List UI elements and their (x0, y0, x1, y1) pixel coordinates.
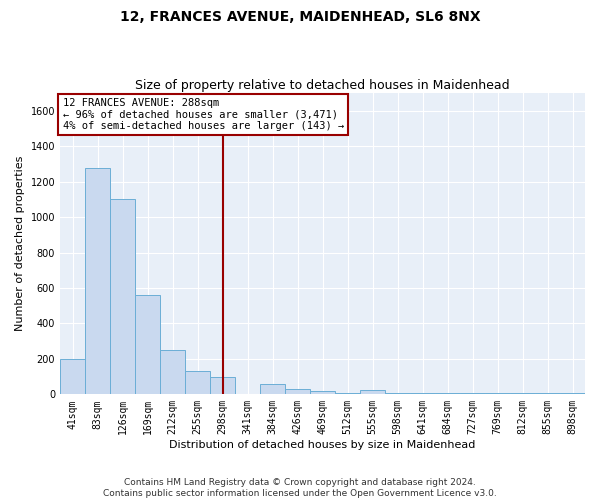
Bar (185, 372, 210, 394)
Bar (260, 384, 285, 394)
Bar (135, 295, 160, 394)
X-axis label: Distribution of detached houses by size in Maidenhead: Distribution of detached houses by size … (169, 440, 476, 450)
Text: 12 FRANCES AVENUE: 288sqm
← 96% of detached houses are smaller (3,471)
4% of sem: 12 FRANCES AVENUE: 288sqm ← 96% of detac… (62, 98, 344, 131)
Text: 12, FRANCES AVENUE, MAIDENHEAD, SL6 8NX: 12, FRANCES AVENUE, MAIDENHEAD, SL6 8NX (119, 10, 481, 24)
Bar (160, 350, 185, 395)
Bar (385, 392, 410, 394)
Bar (60, 359, 85, 394)
Y-axis label: Number of detached properties: Number of detached properties (15, 156, 25, 332)
Bar (335, 392, 360, 394)
Text: Contains HM Land Registry data © Crown copyright and database right 2024.
Contai: Contains HM Land Registry data © Crown c… (103, 478, 497, 498)
Bar (360, 390, 385, 394)
Bar (210, 376, 235, 394)
Bar (310, 391, 335, 394)
Title: Size of property relative to detached houses in Maidenhead: Size of property relative to detached ho… (135, 79, 510, 92)
Bar (285, 389, 310, 394)
Bar (110, 200, 135, 394)
Bar (85, 168, 110, 394)
Bar (560, 392, 585, 394)
